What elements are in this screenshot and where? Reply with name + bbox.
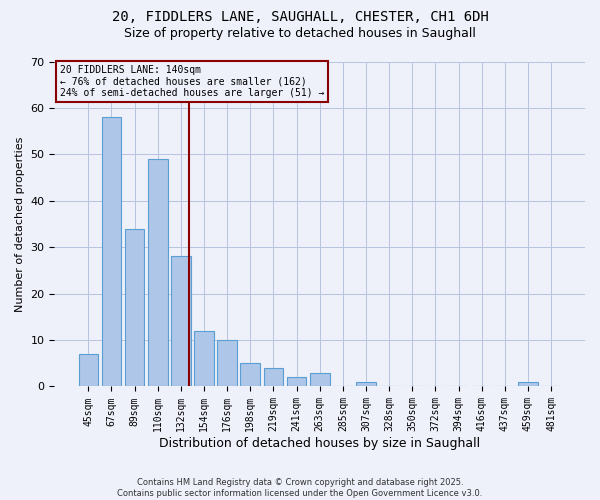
Bar xyxy=(79,354,98,386)
Bar xyxy=(171,256,191,386)
Text: 20, FIDDLERS LANE, SAUGHALL, CHESTER, CH1 6DH: 20, FIDDLERS LANE, SAUGHALL, CHESTER, CH… xyxy=(112,10,488,24)
Bar xyxy=(148,159,167,386)
Bar xyxy=(194,331,214,386)
Bar xyxy=(518,382,538,386)
X-axis label: Distribution of detached houses by size in Saughall: Distribution of detached houses by size … xyxy=(159,437,480,450)
Bar xyxy=(287,377,307,386)
Text: 20 FIDDLERS LANE: 140sqm
← 76% of detached houses are smaller (162)
24% of semi-: 20 FIDDLERS LANE: 140sqm ← 76% of detach… xyxy=(60,64,324,98)
Bar xyxy=(263,368,283,386)
Bar xyxy=(310,372,329,386)
Text: Size of property relative to detached houses in Saughall: Size of property relative to detached ho… xyxy=(124,28,476,40)
Bar xyxy=(101,117,121,386)
Bar xyxy=(241,364,260,386)
Bar xyxy=(125,228,145,386)
Text: Contains HM Land Registry data © Crown copyright and database right 2025.
Contai: Contains HM Land Registry data © Crown c… xyxy=(118,478,482,498)
Bar xyxy=(217,340,237,386)
Y-axis label: Number of detached properties: Number of detached properties xyxy=(15,136,25,312)
Bar xyxy=(356,382,376,386)
